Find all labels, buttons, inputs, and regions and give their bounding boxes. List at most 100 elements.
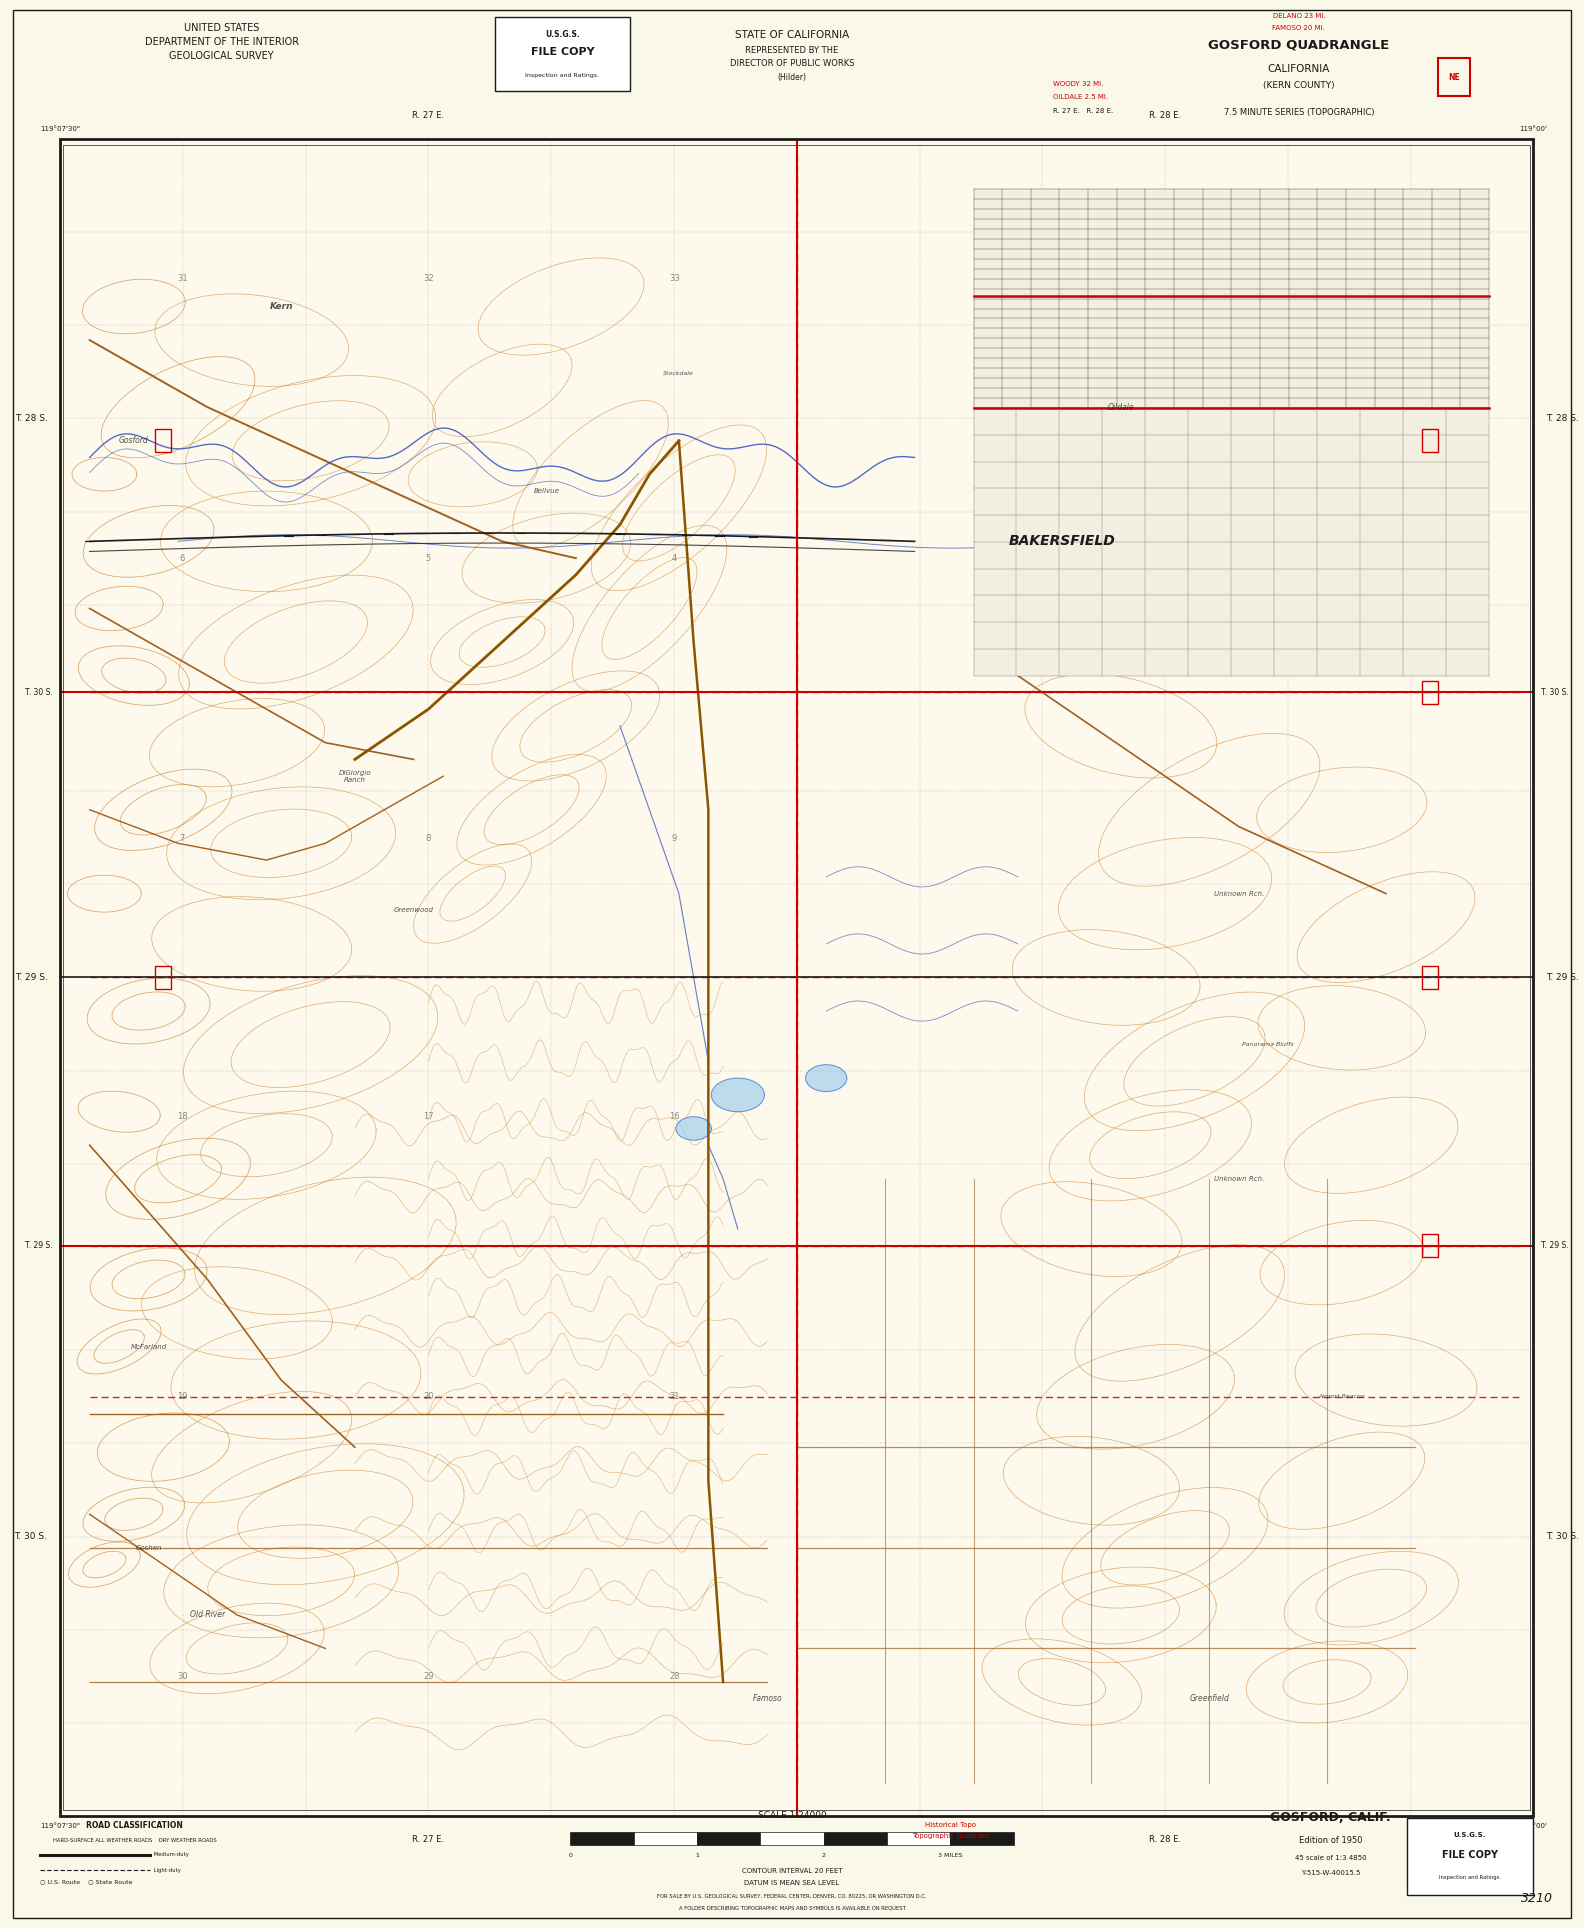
Text: STATE OF CALIFORNIA: STATE OF CALIFORNIA <box>735 29 849 40</box>
Text: CALIFORNIA: CALIFORNIA <box>1267 64 1331 73</box>
Text: A FOLDER DESCRIBING TOPOGRAPHIC MAPS AND SYMBOLS IS AVAILABLE ON REQUEST: A FOLDER DESCRIBING TOPOGRAPHIC MAPS AND… <box>678 1905 906 1911</box>
Text: U.S.G.S.: U.S.G.S. <box>545 31 580 39</box>
Text: Edition of 1950: Edition of 1950 <box>1299 1835 1362 1845</box>
Text: Famoso: Famoso <box>752 1695 782 1702</box>
Text: 3210: 3210 <box>1521 1891 1552 1905</box>
Text: Topographic Quadrant: Topographic Quadrant <box>912 1834 988 1839</box>
Text: 3 MILES: 3 MILES <box>938 1853 963 1859</box>
Bar <box>887 1832 950 1845</box>
Text: GOSFORD, CALIF.: GOSFORD, CALIF. <box>1270 1810 1391 1824</box>
Text: 17: 17 <box>423 1112 434 1122</box>
Text: 33: 33 <box>668 274 680 283</box>
Text: (Hilder): (Hilder) <box>778 73 806 81</box>
Text: Bellvue: Bellvue <box>534 488 559 494</box>
Text: DELANO 23 MI.: DELANO 23 MI. <box>1272 13 1326 19</box>
Text: T. 30 S.: T. 30 S. <box>1541 688 1570 696</box>
Text: CONTOUR INTERVAL 20 FEET: CONTOUR INTERVAL 20 FEET <box>741 1868 843 1874</box>
Text: Y-515-W-40015.5: Y-515-W-40015.5 <box>1300 1870 1361 1876</box>
Polygon shape <box>806 1064 847 1091</box>
Text: 4: 4 <box>672 553 676 563</box>
Text: T. 30 S.: T. 30 S. <box>14 1531 48 1540</box>
Bar <box>760 1832 824 1845</box>
Bar <box>60 139 1533 1816</box>
Text: OILDALE 2.5 MI.: OILDALE 2.5 MI. <box>1053 94 1109 100</box>
Bar <box>494 17 630 91</box>
Text: R. 27 E.: R. 27 E. <box>412 110 445 120</box>
Text: HARD-SURFACE ALL WEATHER ROADS    DRY WEATHER ROADS: HARD-SURFACE ALL WEATHER ROADS DRY WEATH… <box>52 1837 217 1843</box>
Text: Stockdale: Stockdale <box>664 372 694 376</box>
Text: 18: 18 <box>177 1112 188 1122</box>
Bar <box>634 1832 697 1845</box>
Text: Unknown Rch.: Unknown Rch. <box>1213 1176 1264 1182</box>
Text: 20: 20 <box>423 1392 434 1402</box>
Bar <box>1422 681 1438 704</box>
Text: FILE COPY: FILE COPY <box>531 46 594 58</box>
Text: Gosford: Gosford <box>119 436 149 445</box>
Text: NE: NE <box>1448 73 1460 81</box>
Bar <box>63 145 1530 1810</box>
Text: Inspection and Ratings.: Inspection and Ratings. <box>1438 1876 1502 1880</box>
Text: 16: 16 <box>668 1112 680 1122</box>
Text: Airport Beacon: Airport Beacon <box>1318 1394 1365 1400</box>
Text: T. 30 S.: T. 30 S. <box>24 688 52 696</box>
Text: Old River: Old River <box>190 1610 225 1620</box>
Bar <box>1422 966 1438 989</box>
Text: DIRECTOR OF PUBLIC WORKS: DIRECTOR OF PUBLIC WORKS <box>730 60 854 67</box>
Text: 30: 30 <box>177 1672 188 1681</box>
Bar <box>950 1832 1014 1845</box>
Text: 28: 28 <box>668 1672 680 1681</box>
Bar <box>155 966 171 989</box>
Text: R. 28 E.: R. 28 E. <box>1148 110 1182 120</box>
Text: T. 30 S.: T. 30 S. <box>1546 1531 1579 1540</box>
Text: FILE COPY: FILE COPY <box>1441 1849 1498 1861</box>
Text: DATUM IS MEAN SEA LEVEL: DATUM IS MEAN SEA LEVEL <box>744 1880 840 1886</box>
Bar <box>570 1832 634 1845</box>
Text: UNITED STATES
DEPARTMENT OF THE INTERIOR
GEOLOGICAL SURVEY: UNITED STATES DEPARTMENT OF THE INTERIOR… <box>144 23 299 62</box>
Text: Unknown Rch.: Unknown Rch. <box>1213 891 1264 897</box>
Text: Light-duty: Light-duty <box>152 1868 181 1872</box>
Text: ROAD CLASSIFICATION: ROAD CLASSIFICATION <box>86 1820 184 1830</box>
Text: BAKERSFIELD: BAKERSFIELD <box>1009 534 1115 548</box>
Bar <box>974 189 1489 675</box>
Text: DiGiorgio
Ranch: DiGiorgio Ranch <box>339 769 371 783</box>
Text: FAMOSO 20 MI.: FAMOSO 20 MI. <box>1272 25 1326 31</box>
Bar <box>1422 430 1438 453</box>
Text: (KERN COUNTY): (KERN COUNTY) <box>1262 81 1335 91</box>
Bar <box>1422 1234 1438 1257</box>
Bar <box>60 139 1533 1816</box>
Text: Goshen: Goshen <box>135 1544 162 1550</box>
Text: U.S.G.S.: U.S.G.S. <box>1454 1832 1486 1839</box>
Text: GOSFORD QUADRANGLE: GOSFORD QUADRANGLE <box>1209 39 1389 52</box>
Text: 31: 31 <box>177 274 188 283</box>
Text: 32: 32 <box>423 274 434 283</box>
Text: T. 28 S.: T. 28 S. <box>1546 415 1579 424</box>
Text: T. 29 S.: T. 29 S. <box>1541 1242 1568 1251</box>
Text: Inspection and Ratings.: Inspection and Ratings. <box>526 73 599 77</box>
Text: SCALE 1:24000: SCALE 1:24000 <box>757 1810 827 1820</box>
Text: 119°00': 119°00' <box>1519 1822 1548 1830</box>
Text: 29: 29 <box>423 1672 434 1681</box>
Text: Kern: Kern <box>269 303 293 310</box>
Bar <box>1438 58 1470 96</box>
Bar <box>824 1832 887 1845</box>
Polygon shape <box>711 1078 765 1112</box>
Text: Medium-duty: Medium-duty <box>152 1853 188 1857</box>
Bar <box>1407 1818 1533 1895</box>
Text: 21: 21 <box>668 1392 680 1402</box>
Bar <box>697 1832 760 1845</box>
Text: Greenfield: Greenfield <box>1190 1695 1229 1702</box>
Text: T. 29 S.: T. 29 S. <box>25 1242 52 1251</box>
Text: Greenwood: Greenwood <box>394 908 434 914</box>
Text: 119°07'30": 119°07'30" <box>40 125 81 133</box>
Text: 45 scale of 1:3 4850: 45 scale of 1:3 4850 <box>1294 1855 1367 1861</box>
Text: McFarland: McFarland <box>130 1344 166 1350</box>
Text: 1: 1 <box>695 1853 699 1859</box>
Text: 2: 2 <box>822 1853 825 1859</box>
Text: R. 28 E.: R. 28 E. <box>1148 1835 1182 1845</box>
Text: 119°07'30": 119°07'30" <box>40 1822 81 1830</box>
Bar <box>155 430 171 453</box>
Text: 119°00': 119°00' <box>1519 125 1548 133</box>
Text: WOODY 32 MI.: WOODY 32 MI. <box>1053 81 1104 87</box>
Text: T. 29 S.: T. 29 S. <box>14 974 48 981</box>
Text: 7.5 MINUTE SERIES (TOPOGRAPHIC): 7.5 MINUTE SERIES (TOPOGRAPHIC) <box>1223 108 1375 118</box>
